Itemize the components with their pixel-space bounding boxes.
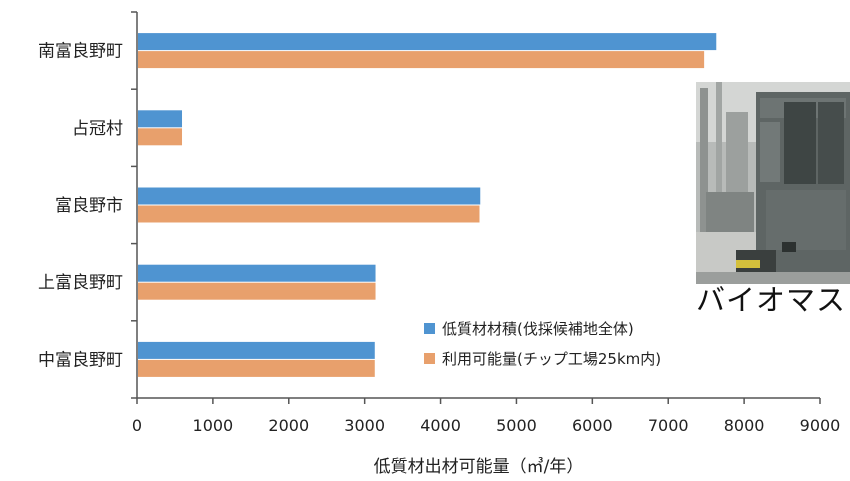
bar-low-quality-volume bbox=[138, 187, 481, 205]
bar-low-quality-volume bbox=[138, 110, 183, 128]
category-label: 占冠村 bbox=[72, 119, 123, 139]
x-tick-label: 8000 bbox=[724, 416, 765, 435]
bar-available-volume bbox=[138, 205, 480, 223]
x-tick-labels: 0 1000 2000 3000 4000 5000 6000 7000 8000 9000 bbox=[132, 416, 840, 435]
category-label: 富良野市 bbox=[55, 196, 123, 216]
x-tick-label: 7000 bbox=[648, 416, 689, 435]
x-tick-label: 0 bbox=[132, 416, 142, 435]
category-label: 上富良野町 bbox=[38, 273, 123, 293]
category-label: 中富良野町 bbox=[38, 350, 123, 370]
x-tick-label: 2000 bbox=[268, 416, 309, 435]
x-tick-label: 3000 bbox=[344, 416, 385, 435]
bar-low-quality-volume bbox=[138, 341, 375, 359]
bar-available-volume bbox=[138, 359, 375, 377]
bar-available-volume bbox=[138, 282, 376, 300]
legend-swatch bbox=[424, 323, 435, 334]
bar-low-quality-volume bbox=[138, 264, 376, 282]
biomass-boiler-photo bbox=[696, 82, 850, 284]
x-tick-label: 6000 bbox=[572, 416, 613, 435]
x-tick-label: 1000 bbox=[193, 416, 234, 435]
x-tick-label: 4000 bbox=[420, 416, 461, 435]
y-ticks bbox=[131, 11, 137, 399]
x-tick-label: 9000 bbox=[800, 416, 841, 435]
x-ticks bbox=[136, 398, 821, 404]
legend-swatch bbox=[424, 353, 435, 364]
x-tick-label: 5000 bbox=[496, 416, 537, 435]
bar-low-quality-volume bbox=[138, 33, 717, 51]
legend: 低質材材積(伐採候補地全体) 利用可能量(チップ工場25km内) bbox=[424, 320, 661, 368]
x-axis-title: 低質材出材可能量（㎥/年） bbox=[374, 457, 584, 477]
bar-available-volume bbox=[138, 128, 183, 146]
photo-illustration bbox=[696, 82, 850, 284]
legend-label: 低質材材積(伐採候補地全体) bbox=[442, 320, 634, 338]
bar-available-volume bbox=[138, 51, 705, 69]
category-label: 南富良野町 bbox=[38, 42, 123, 62]
bars-layer bbox=[138, 33, 717, 377]
photo-caption: バイオマス bbox=[696, 283, 847, 317]
legend-label: 利用可能量(チップ工場25km内) bbox=[442, 350, 661, 368]
